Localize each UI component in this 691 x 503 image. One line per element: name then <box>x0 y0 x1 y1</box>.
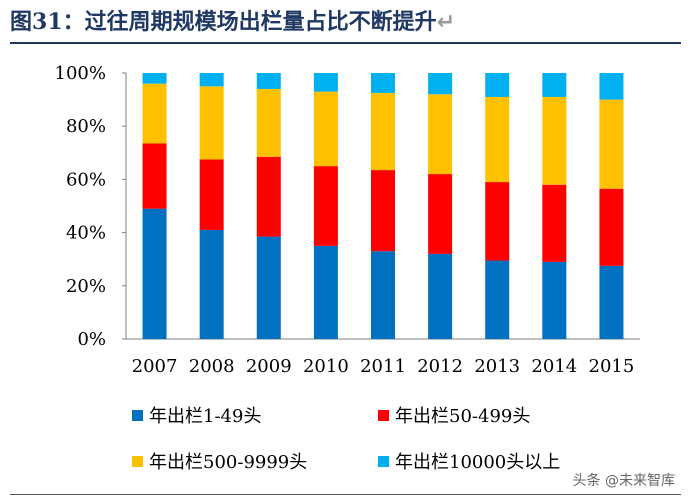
legend-label: 年出栏50-499头 <box>395 406 531 427</box>
y-tick-label: 0% <box>77 329 106 350</box>
x-tick-label: 2011 <box>360 356 406 377</box>
x-tick-label: 2013 <box>474 356 520 377</box>
bottom-rule <box>10 494 681 495</box>
title-number: 31： <box>32 9 85 35</box>
bar-segment <box>542 261 567 339</box>
legend-label: 年出栏1-49头 <box>149 406 262 427</box>
legend-item: 年出栏10000头以上 <box>378 448 560 474</box>
x-tick-label: 2007 <box>132 356 178 377</box>
bar-segment <box>142 143 167 209</box>
bar-segment <box>199 86 224 160</box>
title-text: 过往周期规模场出栏量占比不断提升 <box>84 10 437 35</box>
bar-segment <box>485 260 510 339</box>
x-tick-label: 2009 <box>246 356 292 377</box>
paragraph-mark-icon: ↵ <box>436 10 456 35</box>
legend-label: 年出栏500-9999头 <box>149 452 308 473</box>
bar-segment <box>256 73 281 89</box>
bar-segment <box>199 159 224 230</box>
x-tick-label: 2008 <box>189 356 235 377</box>
bar-segment <box>428 253 453 339</box>
bar-segment <box>428 94 453 175</box>
bar-segment <box>485 182 510 261</box>
y-tick-label: 20% <box>66 276 106 297</box>
bar-segment <box>313 245 338 339</box>
x-tick-label: 2014 <box>531 356 577 377</box>
title-prefix: 图 <box>10 10 33 35</box>
x-tick-label: 2012 <box>417 356 463 377</box>
bar-segment <box>313 73 338 92</box>
bar-segment <box>599 188 624 266</box>
bar-segment <box>542 73 567 97</box>
bar-segment <box>428 73 453 95</box>
bar-segment <box>142 208 167 339</box>
bar-segment <box>313 91 338 167</box>
bar-segment <box>142 83 167 144</box>
chart-title: 图31：过往周期规模场出栏量占比不断提升↵ <box>10 6 455 38</box>
bar-segment <box>256 156 281 237</box>
bar-segment <box>371 92 395 171</box>
legend-item: 年出栏1-49头 <box>132 402 261 428</box>
bar-segment <box>199 73 224 87</box>
y-tick-label: 100% <box>55 63 106 84</box>
x-tick-label: 2010 <box>303 356 349 377</box>
legend-swatch <box>378 409 389 421</box>
stacked-bar-chart: 0% 20% 40% 60% 80% 100% 2007 2008 2009 2010 2011 20… <box>55 63 640 377</box>
title-rule <box>10 42 681 44</box>
bar-segment <box>313 166 338 246</box>
legend-label: 年出栏10000头以上 <box>395 452 561 473</box>
legend-item: 年出栏50-499头 <box>378 402 530 428</box>
y-tick-label: 80% <box>66 116 106 137</box>
bar-segment <box>371 73 395 93</box>
bar-segment <box>485 73 510 97</box>
y-tick-label: 40% <box>66 223 106 244</box>
bar-segment <box>599 99 624 189</box>
bar-segment <box>371 170 395 252</box>
x-tick-label: 2015 <box>589 356 635 377</box>
legend-swatch <box>378 455 389 467</box>
bar-segment <box>371 251 395 339</box>
bar-segment <box>599 265 624 339</box>
bar-segment <box>485 96 510 183</box>
bar-segment <box>199 229 224 339</box>
bar-segment <box>542 184 567 262</box>
bar-segment <box>256 88 281 157</box>
bar-segment <box>599 73 624 100</box>
watermark: 头条 @未来智库 <box>570 470 677 490</box>
legend-item: 年出栏500-9999头 <box>132 448 307 474</box>
bar-segment <box>542 96 567 185</box>
bar-segment <box>142 73 167 84</box>
bar-segment <box>256 236 281 339</box>
y-tick-label: 60% <box>66 169 106 190</box>
bars <box>142 73 624 339</box>
axis-labels: 0% 20% 40% 60% 80% 100% 2007 2008 2009 2010 2011 20… <box>55 63 635 377</box>
bar-segment <box>428 174 453 254</box>
legend-swatch <box>132 455 143 467</box>
legend-swatch <box>132 409 143 421</box>
